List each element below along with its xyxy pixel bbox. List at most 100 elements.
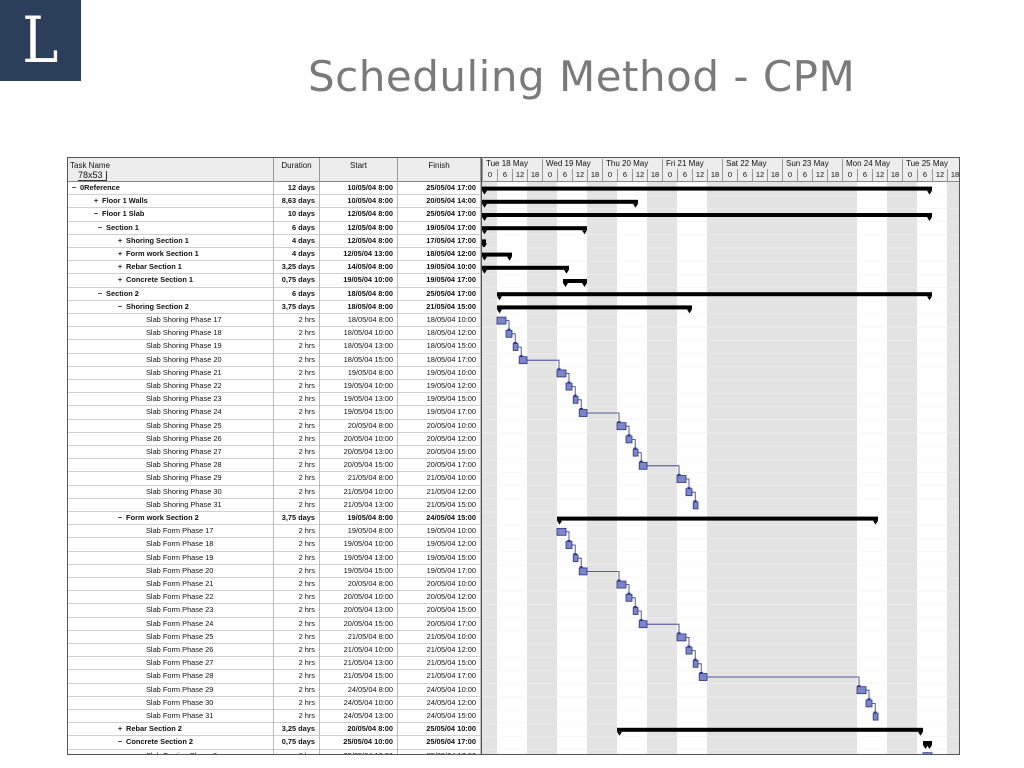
task-finish-cell[interactable]: 19/05/04 17:00 bbox=[398, 406, 481, 420]
task-row[interactable]: Slab Shoring Phase 31 2 hrs 21/05/04 13:00… bbox=[68, 498, 481, 512]
task-row[interactable]: Slab Form Phase 20 2 hrs 19/05/04 15:00 19/… bbox=[68, 564, 481, 578]
task-name-cell[interactable]: Slab Shoring Phase 31 bbox=[68, 498, 274, 512]
task-duration-cell[interactable]: 2 hrs bbox=[274, 314, 320, 328]
task-name-cell[interactable]: Slab Shoring Phase 17 bbox=[68, 314, 274, 328]
task-duration-cell[interactable]: 2 hrs bbox=[274, 498, 320, 512]
task-duration-cell[interactable]: 2 hrs bbox=[274, 710, 320, 724]
task-finish-cell[interactable]: 20/05/04 17:00 bbox=[398, 459, 481, 473]
task-start-cell[interactable]: 19/05/04 15:00 bbox=[320, 406, 398, 420]
task-name-cell[interactable]: Slab Shoring Phase 27 bbox=[68, 446, 274, 460]
task-finish-cell[interactable]: 20/05/04 17:00 bbox=[398, 617, 481, 631]
task-finish-cell[interactable]: 21/05/04 10:00 bbox=[398, 630, 481, 644]
task-name-cell[interactable]: + Concrete Section 1 bbox=[68, 274, 274, 288]
task-start-cell[interactable]: 20/05/04 8:00 bbox=[320, 419, 398, 433]
task-duration-cell[interactable]: 2 hrs bbox=[274, 485, 320, 499]
summary-task-row[interactable]: − Form work Section 2 3,75 days 19/05/04 8… bbox=[68, 512, 481, 526]
summary-task-row[interactable]: + Rebar Section 1 3,25 days 14/05/04 8:00 1… bbox=[68, 261, 481, 275]
task-duration-cell[interactable]: 12 days bbox=[274, 182, 320, 196]
task-finish-cell[interactable]: 18/05/04 15:00 bbox=[398, 340, 481, 354]
task-name-cell[interactable]: + Floor 1 Walls bbox=[68, 195, 274, 209]
task-duration-cell[interactable]: 2 hrs bbox=[274, 472, 320, 486]
task-start-cell[interactable]: 21/05/04 10:00 bbox=[320, 485, 398, 499]
task-duration-cell[interactable]: 2 hrs bbox=[274, 683, 320, 697]
task-name-cell[interactable]: Slab Shoring Phase 21 bbox=[68, 366, 274, 380]
task-finish-cell[interactable]: 19/05/04 17:00 bbox=[398, 221, 481, 235]
task-start-cell[interactable]: 12/05/04 13:00 bbox=[320, 248, 398, 262]
task-row[interactable]: Slab Casting Phase 2 6 hrs25/05/04 10:002… bbox=[68, 749, 481, 754]
task-row[interactable]: Slab Shoring Phase 29 2 hrs 21/05/04 8:00 2… bbox=[68, 472, 481, 486]
task-finish-cell[interactable]: 18/05/04 10:00 bbox=[398, 314, 481, 328]
collapse-icon[interactable]: − bbox=[117, 513, 123, 522]
task-finish-cell[interactable]: 24/05/04 12:00 bbox=[398, 696, 481, 710]
task-name-cell[interactable]: Slab Shoring Phase 30 bbox=[68, 485, 274, 499]
collapse-icon[interactable]: − bbox=[97, 288, 103, 298]
task-name-cell[interactable]: Slab Form Phase 28 bbox=[68, 670, 274, 684]
task-start-cell[interactable]: 20/05/04 15:00 bbox=[320, 617, 398, 631]
task-start-cell[interactable]: 21/05/04 15:00 bbox=[320, 670, 398, 684]
summary-task-row[interactable]: − Shoring Section 2 3,75 days 18/05/04 8:0… bbox=[68, 300, 481, 314]
task-finish-cell[interactable]: 21/05/04 15:00 bbox=[398, 300, 481, 314]
task-finish-cell[interactable]: 20/05/04 14:00 bbox=[398, 195, 481, 209]
task-name-cell[interactable]: − Floor 1 Slab bbox=[68, 208, 274, 222]
task-name-cell[interactable]: Slab Casting Phase 2 bbox=[68, 749, 274, 754]
task-start-cell[interactable]: 20/05/04 8:00 bbox=[320, 723, 398, 737]
task-finish-cell[interactable]: 25/05/04 17:00 bbox=[398, 736, 481, 750]
task-start-cell[interactable]: 19/05/04 8:00 bbox=[320, 512, 398, 526]
task-duration-cell[interactable]: 2 hrs bbox=[274, 564, 320, 578]
task-row[interactable]: Slab Form Phase 27 2 hrs 21/05/04 13:00 21/… bbox=[68, 657, 481, 671]
task-name-cell[interactable]: Slab Shoring Phase 28 bbox=[68, 459, 274, 473]
task-duration-cell[interactable]: 6 hrs bbox=[274, 749, 320, 754]
task-name-cell[interactable]: Slab Shoring Phase 25 bbox=[68, 419, 274, 433]
task-row[interactable]: Slab Shoring Phase 19 2 hrs 18/05/04 13:00… bbox=[68, 340, 481, 354]
task-name-cell[interactable]: Slab Shoring Phase 19 bbox=[68, 340, 274, 354]
task-finish-cell[interactable]: 25/05/04 17:00 bbox=[398, 287, 481, 301]
task-row[interactable]: Slab Shoring Phase 17 2 hrs 18/05/04 8:00 1… bbox=[68, 314, 481, 328]
task-name-cell[interactable]: − 0Reference bbox=[68, 182, 274, 196]
task-row[interactable]: Slab Form Phase 17 2 hrs 19/05/04 8:00 19/0… bbox=[68, 525, 481, 539]
task-name-cell[interactable]: Slab Form Phase 17 bbox=[68, 525, 274, 539]
task-row[interactable]: Slab Shoring Phase 30 2 hrs 21/05/04 10:00… bbox=[68, 485, 481, 499]
task-row[interactable]: Slab Form Phase 30 2 hrs 24/05/04 10:00 24/… bbox=[68, 696, 481, 710]
task-name-cell[interactable]: Slab Form Phase 21 bbox=[68, 578, 274, 592]
task-start-cell[interactable]: 12/05/04 8:00 bbox=[320, 208, 398, 222]
task-name-cell[interactable]: − Concrete Section 2 bbox=[68, 736, 274, 750]
task-row[interactable]: Slab Form Phase 25 2 hrs 21/05/04 8:00 21/0… bbox=[68, 630, 481, 644]
task-finish-cell[interactable]: 21/05/04 12:00 bbox=[398, 485, 481, 499]
task-duration-cell[interactable]: 2 hrs bbox=[274, 578, 320, 592]
task-start-cell[interactable]: 19/05/04 8:00 bbox=[320, 366, 398, 380]
task-finish-cell[interactable]: 19/05/04 17:00 bbox=[398, 274, 481, 288]
task-duration-cell[interactable]: 0,75 days bbox=[274, 736, 320, 750]
task-duration-cell[interactable]: 2 hrs bbox=[274, 327, 320, 341]
task-duration-cell[interactable]: 2 hrs bbox=[274, 538, 320, 552]
expand-icon[interactable]: + bbox=[117, 724, 123, 734]
task-start-cell[interactable]: 10/05/04 8:00 bbox=[320, 195, 398, 209]
collapse-icon[interactable]: − bbox=[117, 737, 123, 747]
expand-icon[interactable]: + bbox=[93, 196, 99, 206]
expand-icon[interactable]: + bbox=[117, 262, 123, 272]
task-row[interactable]: Slab Form Phase 28 2 hrs 21/05/04 15:00 21/… bbox=[68, 670, 481, 684]
task-duration-cell[interactable]: 8,63 days bbox=[274, 195, 320, 209]
task-finish-cell[interactable]: 19/05/04 15:00 bbox=[398, 393, 481, 407]
collapse-icon[interactable]: − bbox=[97, 222, 103, 232]
task-name-cell[interactable]: + Form work Section 1 bbox=[68, 248, 274, 262]
task-start-cell[interactable]: 14/05/04 8:00 bbox=[320, 261, 398, 275]
task-finish-cell[interactable]: 19/05/04 12:00 bbox=[398, 380, 481, 394]
task-row[interactable]: Slab Form Phase 29 2 hrs 24/05/04 8:00 24/0… bbox=[68, 683, 481, 697]
task-duration-cell[interactable]: 2 hrs bbox=[274, 380, 320, 394]
task-duration-cell[interactable]: 6 days bbox=[274, 287, 320, 301]
task-name-cell[interactable]: Slab Form Phase 23 bbox=[68, 604, 274, 618]
task-duration-cell[interactable]: 0,75 days bbox=[274, 274, 320, 288]
task-start-cell[interactable]: 18/05/04 8:00 bbox=[320, 300, 398, 314]
task-row[interactable]: Slab Form Phase 24 2 hrs 20/05/04 15:00 20/… bbox=[68, 617, 481, 631]
task-duration-cell[interactable]: 2 hrs bbox=[274, 432, 320, 446]
task-row[interactable]: Slab Shoring Phase 18 2 hrs 18/05/04 10:00… bbox=[68, 327, 481, 341]
task-name-cell[interactable]: Slab Shoring Phase 29 bbox=[68, 472, 274, 486]
collapse-icon[interactable]: − bbox=[117, 301, 123, 311]
task-name-cell[interactable]: Slab Shoring Phase 23 bbox=[68, 393, 274, 407]
task-name-cell[interactable]: − Form work Section 2 bbox=[68, 512, 274, 526]
task-row[interactable]: Slab Form Phase 23 2 hrs 20/05/04 13:00 20/… bbox=[68, 604, 481, 618]
task-start-cell[interactable]: 19/05/04 8:00 bbox=[320, 525, 398, 539]
task-finish-cell[interactable]: 18/05/04 12:00 bbox=[398, 248, 481, 262]
task-name-cell[interactable]: Slab Form Phase 31 bbox=[68, 710, 274, 724]
